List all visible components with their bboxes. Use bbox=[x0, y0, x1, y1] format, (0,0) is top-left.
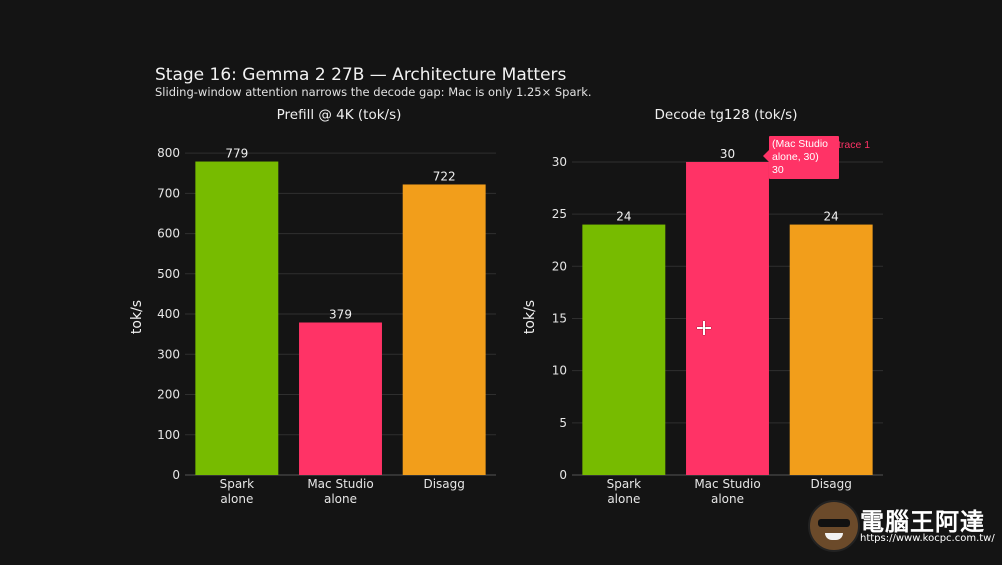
panel-0-value-label-0: 779 bbox=[225, 147, 248, 161]
panel-1-category-label-0-line-1: alone bbox=[607, 492, 640, 506]
tooltip-caret bbox=[763, 150, 769, 162]
panel-1-value-label-2: 24 bbox=[824, 210, 839, 224]
panel-1-ytick-25: 25 bbox=[552, 207, 567, 221]
panel-0-ytick-300: 300 bbox=[157, 347, 180, 361]
panel-1-ytick-5: 5 bbox=[559, 416, 567, 430]
panel-0-ytick-0: 0 bbox=[172, 468, 180, 482]
panel-0-category-label-0-line-1: alone bbox=[220, 492, 253, 506]
panel-0-title: Prefill @ 4K (tok/s) bbox=[277, 107, 402, 123]
tooltip-line-2: alone, 30) bbox=[772, 151, 819, 163]
hover-tooltip: (Mac Studio alone, 30) 30 bbox=[769, 136, 839, 179]
panel-0-category-label-0-line-0: Spark bbox=[220, 477, 255, 491]
panel-1-category-label-1-line-0: Mac Studio bbox=[694, 477, 760, 491]
panel-0-ytick-100: 100 bbox=[157, 428, 180, 442]
panel-0-bar-2 bbox=[402, 184, 486, 476]
panel-1-category-label-2-line-0: Disagg bbox=[810, 477, 851, 491]
panel-0-ytick-500: 500 bbox=[157, 267, 180, 281]
panel-0-ylabel: tok/s bbox=[129, 300, 145, 334]
panel-0-ytick-400: 400 bbox=[157, 307, 180, 321]
panel-0-ytick-200: 200 bbox=[157, 388, 180, 402]
figure-subtitle: Sliding-window attention narrows the dec… bbox=[155, 85, 592, 99]
panel-0-ytick-800: 800 bbox=[157, 146, 180, 160]
panel-1-ylabel: tok/s bbox=[522, 300, 538, 334]
panel-1-ytick-0: 0 bbox=[559, 468, 567, 482]
panel-1-category-label-1-line-1: alone bbox=[711, 492, 744, 506]
panel-0-category-label-1-line-1: alone bbox=[324, 492, 357, 506]
figure-title: Stage 16: Gemma 2 27B — Architecture Mat… bbox=[155, 65, 567, 85]
panel-0-value-label-1: 379 bbox=[329, 307, 352, 321]
panel-1-bar-1 bbox=[686, 161, 769, 475]
watermark: 電腦王阿達 https://www.kocpc.com.tw/ bbox=[808, 500, 998, 555]
panel-0-category-label-1-line-0: Mac Studio bbox=[307, 477, 373, 491]
panel-1-bar-2 bbox=[789, 224, 873, 475]
tooltip-trace-name: trace 1 bbox=[838, 139, 871, 151]
watermark-url: https://www.kocpc.com.tw/ bbox=[860, 533, 995, 544]
panel-1-category-label-0-line-0: Spark bbox=[607, 477, 642, 491]
panel-0-value-label-2: 722 bbox=[433, 169, 456, 183]
panel-1-title: Decode tg128 (tok/s) bbox=[655, 107, 798, 123]
panel-1-ytick-20: 20 bbox=[552, 259, 567, 273]
tooltip-line-3: 30 bbox=[772, 164, 784, 176]
panel-1-bar-0 bbox=[582, 224, 666, 475]
panel-0-bar-1 bbox=[299, 322, 382, 475]
panel-0-ytick-700: 700 bbox=[157, 186, 180, 200]
panel-1-ytick-15: 15 bbox=[552, 311, 567, 325]
panel-0-ytick-600: 600 bbox=[157, 227, 180, 241]
panel-1-value-label-0: 24 bbox=[616, 210, 631, 224]
tooltip-line-1: (Mac Studio bbox=[772, 138, 829, 150]
panel-0-bar-0 bbox=[195, 161, 279, 476]
mascot-face-icon bbox=[808, 500, 860, 552]
panel-0-category-label-2-line-0: Disagg bbox=[423, 477, 464, 491]
panel-1-ytick-10: 10 bbox=[552, 364, 567, 378]
crosshair-cursor-icon bbox=[697, 321, 711, 335]
watermark-logo-text: 電腦王阿達 bbox=[860, 508, 985, 536]
panel-1-ytick-30: 30 bbox=[552, 155, 567, 169]
panel-1-value-label-1: 30 bbox=[720, 147, 735, 161]
